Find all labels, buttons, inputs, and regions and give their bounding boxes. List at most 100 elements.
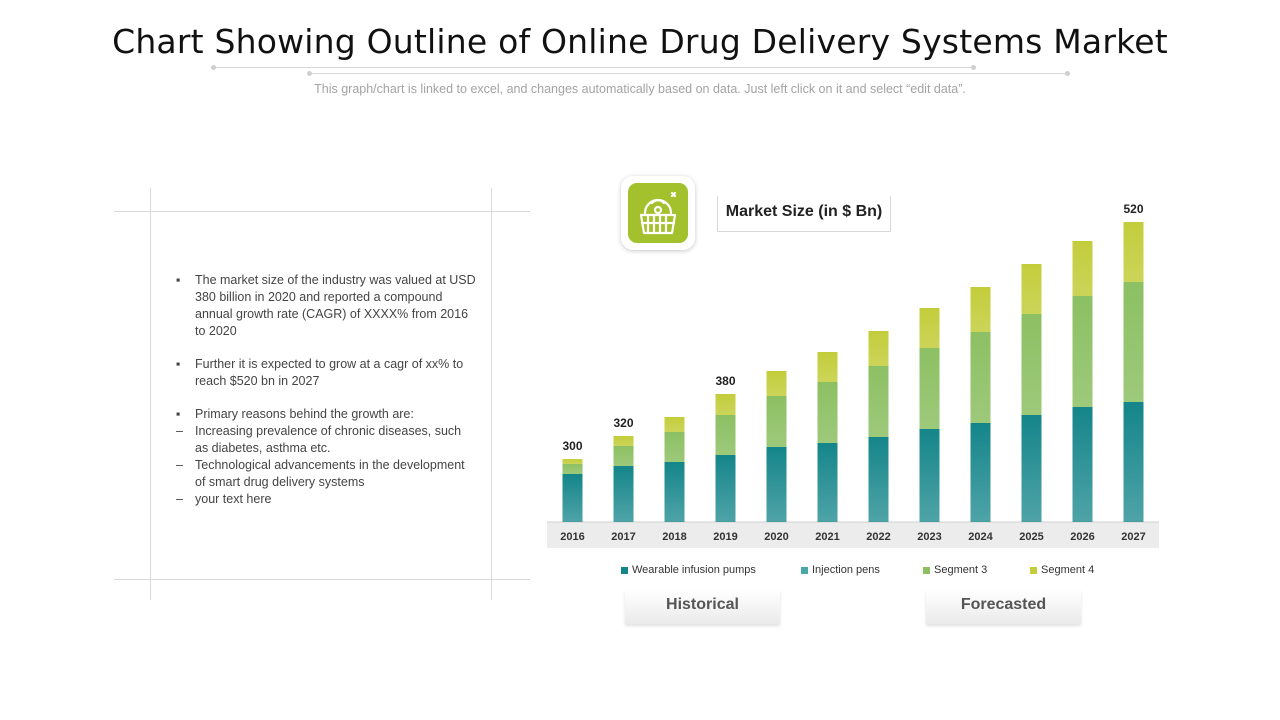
bullet-item: ▪ Further it is expected to grow at a ca… [176, 356, 476, 390]
frame-line-top [114, 211, 530, 212]
bullet-text: Further it is expected to grow at a cagr… [195, 357, 464, 388]
bar-segment-2016-2 [562, 464, 583, 474]
bar-segment-2017-0 [613, 466, 634, 522]
bar-segment-2027-3 [1123, 222, 1144, 282]
bar-segment-2021-0 [817, 443, 838, 522]
frame-line-left [150, 188, 151, 600]
x-tick-label-2016: 2016 [560, 531, 584, 543]
dash-text: Increasing prevalence of chronic disease… [195, 424, 462, 455]
rule-dot-left-2 [307, 71, 312, 76]
bullet-mark: ▪ [176, 273, 181, 287]
x-tick-label-2021: 2021 [815, 531, 839, 543]
bar-segment-2022-3 [868, 331, 889, 366]
market-size-label-box: Market Size (in $ Bn) [717, 196, 891, 232]
legend-item-segment4: Segment 4 [1030, 562, 1120, 578]
summary-text-box: ▪ The market size of the industry was va… [176, 272, 476, 508]
legend-label: Segment 3 [934, 564, 988, 576]
dash-mark: – [176, 458, 183, 472]
forecasted-button[interactable]: Forecasted [926, 590, 1081, 624]
bullet-text: The market size of the industry was valu… [195, 273, 476, 338]
bar-segment-2019-0 [715, 455, 736, 522]
rule-dot-mid [971, 65, 976, 70]
bar-segment-2026-3 [1072, 241, 1093, 296]
x-tick-label-2020: 2020 [764, 531, 788, 543]
x-tick-label-2027: 2027 [1121, 531, 1145, 543]
bar-segment-2018-3 [664, 417, 685, 432]
data-label-2019: 380 [715, 374, 735, 388]
x-tick-label-2024: 2024 [968, 531, 993, 543]
bar-segment-2021-2 [817, 382, 838, 443]
data-label-2016: 300 [562, 439, 582, 453]
bar-segment-2025-0 [1021, 415, 1042, 522]
bar-segment-2016-0 [562, 474, 583, 522]
market-bar-chart: 2016 2017 2018 2019 2020 2021 2022 2023 2024 2025… [547, 202, 1159, 548]
bar-segment-2022-0 [868, 437, 889, 522]
bar-segment-2025-3 [1021, 264, 1042, 314]
rule-dot-left [211, 65, 216, 70]
dash-text: Technological advancements in the develo… [195, 458, 465, 489]
dash-mark: – [176, 424, 183, 438]
legend-swatch [923, 566, 930, 574]
bar-segment-2020-2 [766, 396, 787, 447]
historical-button[interactable]: Historical [625, 590, 780, 624]
drug-basket-icon [628, 183, 688, 243]
dash-item: – Increasing prevalence of chronic disea… [176, 423, 476, 457]
x-axis-band [547, 522, 1159, 548]
data-label-2027: 520 [1123, 202, 1143, 216]
bar-segment-2020-3 [766, 371, 787, 396]
frame-line-right [491, 188, 492, 600]
bar-segment-2024-0 [970, 423, 991, 522]
x-tick-label-2019: 2019 [713, 531, 737, 543]
bar-segment-2018-0 [664, 462, 685, 522]
drug-basket-icon-tile [621, 176, 695, 250]
bar-segment-2019-3 [715, 394, 736, 415]
page-title: Chart Showing Outline of Online Drug Del… [112, 22, 1168, 61]
bar-segment-2023-0 [919, 429, 940, 522]
page-subtitle: This graph/chart is linked to excel, and… [314, 82, 966, 96]
bar-segment-2017-2 [613, 446, 634, 466]
bar-segment-2025-2 [1021, 314, 1042, 415]
bar-segment-2018-2 [664, 432, 685, 462]
x-tick-label-2025: 2025 [1019, 531, 1043, 543]
bar-segment-2026-0 [1072, 407, 1093, 522]
legend-label: Injection pens [812, 564, 880, 576]
x-tick-label-2023: 2023 [917, 531, 941, 543]
bullet-item: ▪ The market size of the industry was va… [176, 272, 476, 340]
legend-swatch [621, 566, 628, 574]
market-size-label: Market Size (in $ Bn) [725, 203, 883, 220]
bar-segment-2026-2 [1072, 296, 1093, 407]
x-tick-label-2017: 2017 [611, 531, 635, 543]
dash-mark: – [176, 492, 183, 506]
bullet-text: Primary reasons behind the growth are: [195, 407, 414, 421]
x-tick-label-2022: 2022 [866, 531, 890, 543]
bar-segment-2020-0 [766, 447, 787, 522]
legend-item-segment3: Segment 3 [923, 562, 1030, 578]
bar-segment-2016-3 [562, 459, 583, 464]
dash-item: – your text here [176, 491, 476, 508]
bullet-item: ▪ Primary reasons behind the growth are: [176, 406, 476, 423]
x-tick-label-2018: 2018 [662, 531, 686, 543]
bar-segment-2022-2 [868, 366, 889, 437]
dash-item: – Technological advancements in the deve… [176, 457, 476, 491]
chart-legend: Wearable infusion pumps Injection pens S… [621, 562, 1120, 578]
rule-dot-right [1065, 71, 1070, 76]
legend-swatch [1030, 566, 1037, 574]
legend-swatch [801, 566, 808, 574]
legend-label: Wearable infusion pumps [632, 564, 756, 576]
dash-text: your text here [195, 492, 272, 506]
bar-segment-2024-3 [970, 287, 991, 332]
bar-segment-2027-2 [1123, 282, 1144, 402]
bullet-mark: ▪ [176, 357, 181, 371]
title-underline [213, 67, 973, 68]
legend-item-wearable: Wearable infusion pumps [621, 562, 801, 578]
bar-segment-2017-3 [613, 436, 634, 446]
bar-segment-2024-2 [970, 332, 991, 423]
x-tick-label-2026: 2026 [1070, 531, 1094, 543]
bullet-mark: ▪ [176, 407, 181, 421]
bar-segment-2021-3 [817, 352, 838, 382]
bar-segment-2023-2 [919, 348, 940, 429]
legend-label: Segment 4 [1041, 564, 1095, 576]
bar-segment-2019-2 [715, 415, 736, 455]
title-underline-secondary [309, 73, 1067, 74]
data-label-2017: 320 [613, 416, 633, 430]
